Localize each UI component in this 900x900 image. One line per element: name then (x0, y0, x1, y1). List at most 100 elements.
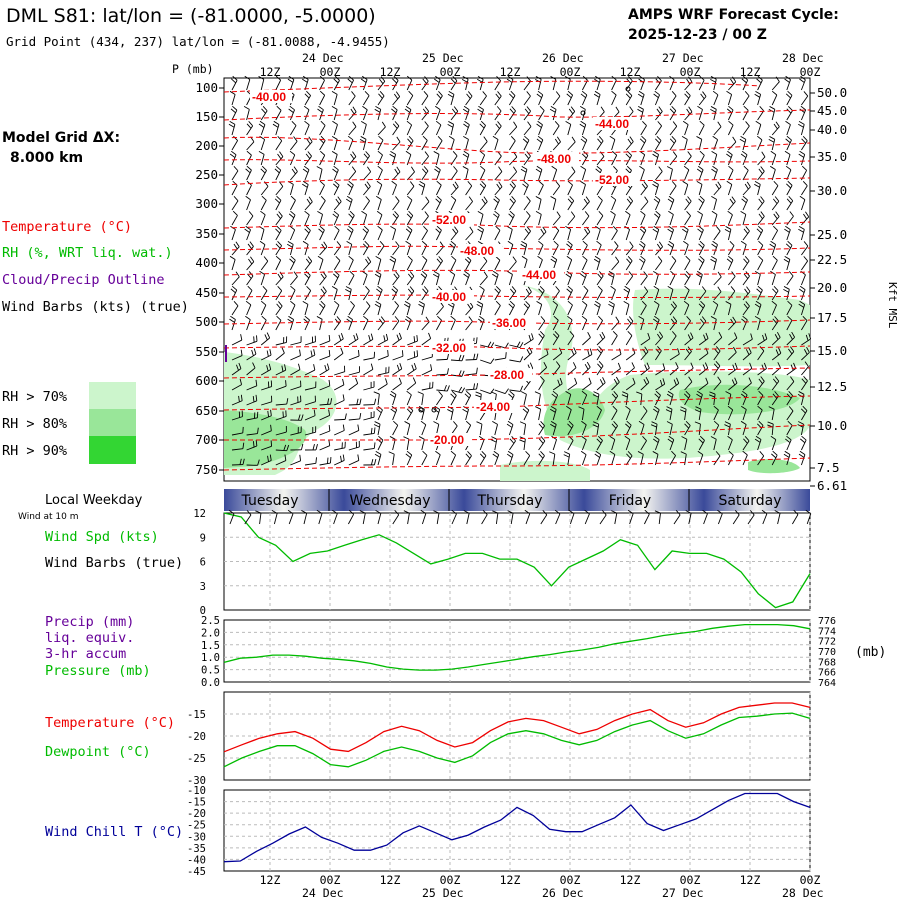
wind-barb (611, 395, 619, 406)
wind-barb-flag (711, 256, 717, 260)
wind-barb-flag (651, 421, 658, 425)
wind-barb (421, 275, 428, 286)
wind-barb-flag (698, 198, 704, 204)
wind-barb-flag (408, 405, 414, 411)
wind-barb-flag (567, 198, 573, 204)
wind-barb (786, 79, 791, 91)
wind-barb-flag (235, 271, 240, 278)
wind-barb (362, 79, 368, 91)
wind-barb (684, 381, 693, 391)
temperature-panel: -30-25-20-15 (187, 691, 811, 787)
wind-barb (289, 229, 296, 241)
wind-barb-flag (550, 420, 557, 425)
wind-barb-flag (758, 213, 763, 219)
weekday-label: Local Weekday (45, 493, 143, 508)
wind-barb-flag (642, 406, 648, 412)
wind-barb-flag (422, 78, 427, 84)
wind-barb (596, 185, 604, 196)
wind-barb-flag (424, 151, 429, 157)
surface-wind-barb-flag (793, 509, 799, 515)
surface-wind-barb (555, 513, 561, 525)
wind-barb-flag (711, 210, 718, 215)
wind-barb-flag (411, 364, 415, 371)
wind-barb (771, 126, 780, 136)
wind-barb-flag (712, 135, 718, 141)
y-tick-label: -35 (187, 843, 206, 855)
wind-barb-flag (728, 255, 734, 261)
wind-barb-flag (435, 165, 441, 171)
wind-barb (713, 214, 718, 226)
wind-barb (581, 124, 587, 136)
wind-barb (640, 169, 645, 181)
wind-barb-flag (710, 316, 717, 320)
wind-barb (392, 454, 395, 466)
wind-barb-flag (373, 442, 376, 449)
wind-barb-flag (684, 93, 690, 99)
wind-barb-flag (447, 409, 453, 413)
wind-barb-flag (784, 255, 791, 260)
wind-barb (523, 424, 527, 436)
wind-barb-flag (551, 255, 557, 260)
wind-barb-flag (593, 258, 600, 263)
wind-barb-flag (368, 335, 371, 342)
wind-barb (713, 291, 722, 301)
wind-barb (494, 389, 506, 395)
wind-barb-flag (490, 342, 495, 348)
wind-barb (800, 289, 806, 301)
wind-barb-flag (788, 105, 793, 111)
wind-barb-flag (436, 93, 442, 99)
wind-barb-flag (785, 75, 791, 81)
wind-barb-flag (378, 78, 384, 84)
wind-barb-flag (357, 424, 360, 431)
wind-barb (567, 335, 575, 346)
wind-barb (406, 260, 413, 271)
wind-barb-flag (778, 347, 782, 354)
wind-barb (698, 338, 709, 346)
wind-barb-flag (799, 438, 806, 444)
wind-barb (523, 184, 529, 196)
wind-barb-flag (799, 300, 805, 305)
surface-wind-barb (318, 513, 323, 525)
wind-barb (757, 216, 765, 226)
wind-barb-flag (329, 457, 332, 464)
wind-barb-flag (555, 361, 561, 367)
wind-barb (654, 304, 660, 316)
wind-barb-flag (672, 121, 678, 127)
isotherm (223, 221, 811, 229)
wind-barb-flag (476, 421, 483, 425)
wind-barb (567, 304, 573, 316)
wind-barb-flag (387, 350, 389, 357)
wind-barb-flag (450, 240, 456, 246)
wind-barb-flag (610, 285, 616, 291)
wind-barb-flag (448, 135, 455, 140)
wind-barb-flag (375, 450, 382, 455)
wind-barb (392, 383, 402, 391)
wind-barb (611, 214, 616, 226)
wind-barb-flag (539, 330, 545, 336)
wind-barb-flag (320, 288, 325, 295)
wind-barb-flag (452, 151, 458, 157)
wind-barb (304, 275, 311, 286)
wind-barb (334, 371, 345, 376)
weekday-cell (464, 489, 584, 511)
wind-barb (392, 141, 401, 151)
wind-barb (742, 368, 753, 376)
wind-barb (465, 395, 472, 406)
wind-barb-flag (666, 166, 673, 170)
rh70-label: RH > 70% (2, 389, 67, 405)
wind-barb-flag (328, 424, 331, 432)
height-level-label: 20.0 (817, 280, 847, 295)
wind-barb-flag (760, 376, 765, 382)
wind-barb (742, 409, 747, 421)
wind-barb (567, 367, 577, 376)
wind-barb (436, 230, 442, 241)
wind-barb-flag (683, 240, 689, 245)
wind-barb (421, 184, 426, 196)
wind-barb-flag (662, 378, 666, 385)
wind-barb (377, 454, 382, 466)
wind-barb-flag (283, 444, 287, 451)
wind-barb-flag (291, 120, 297, 126)
wind-barb-flag (755, 435, 762, 440)
wind-barb-flag (784, 438, 791, 444)
wind-barb (377, 245, 385, 256)
